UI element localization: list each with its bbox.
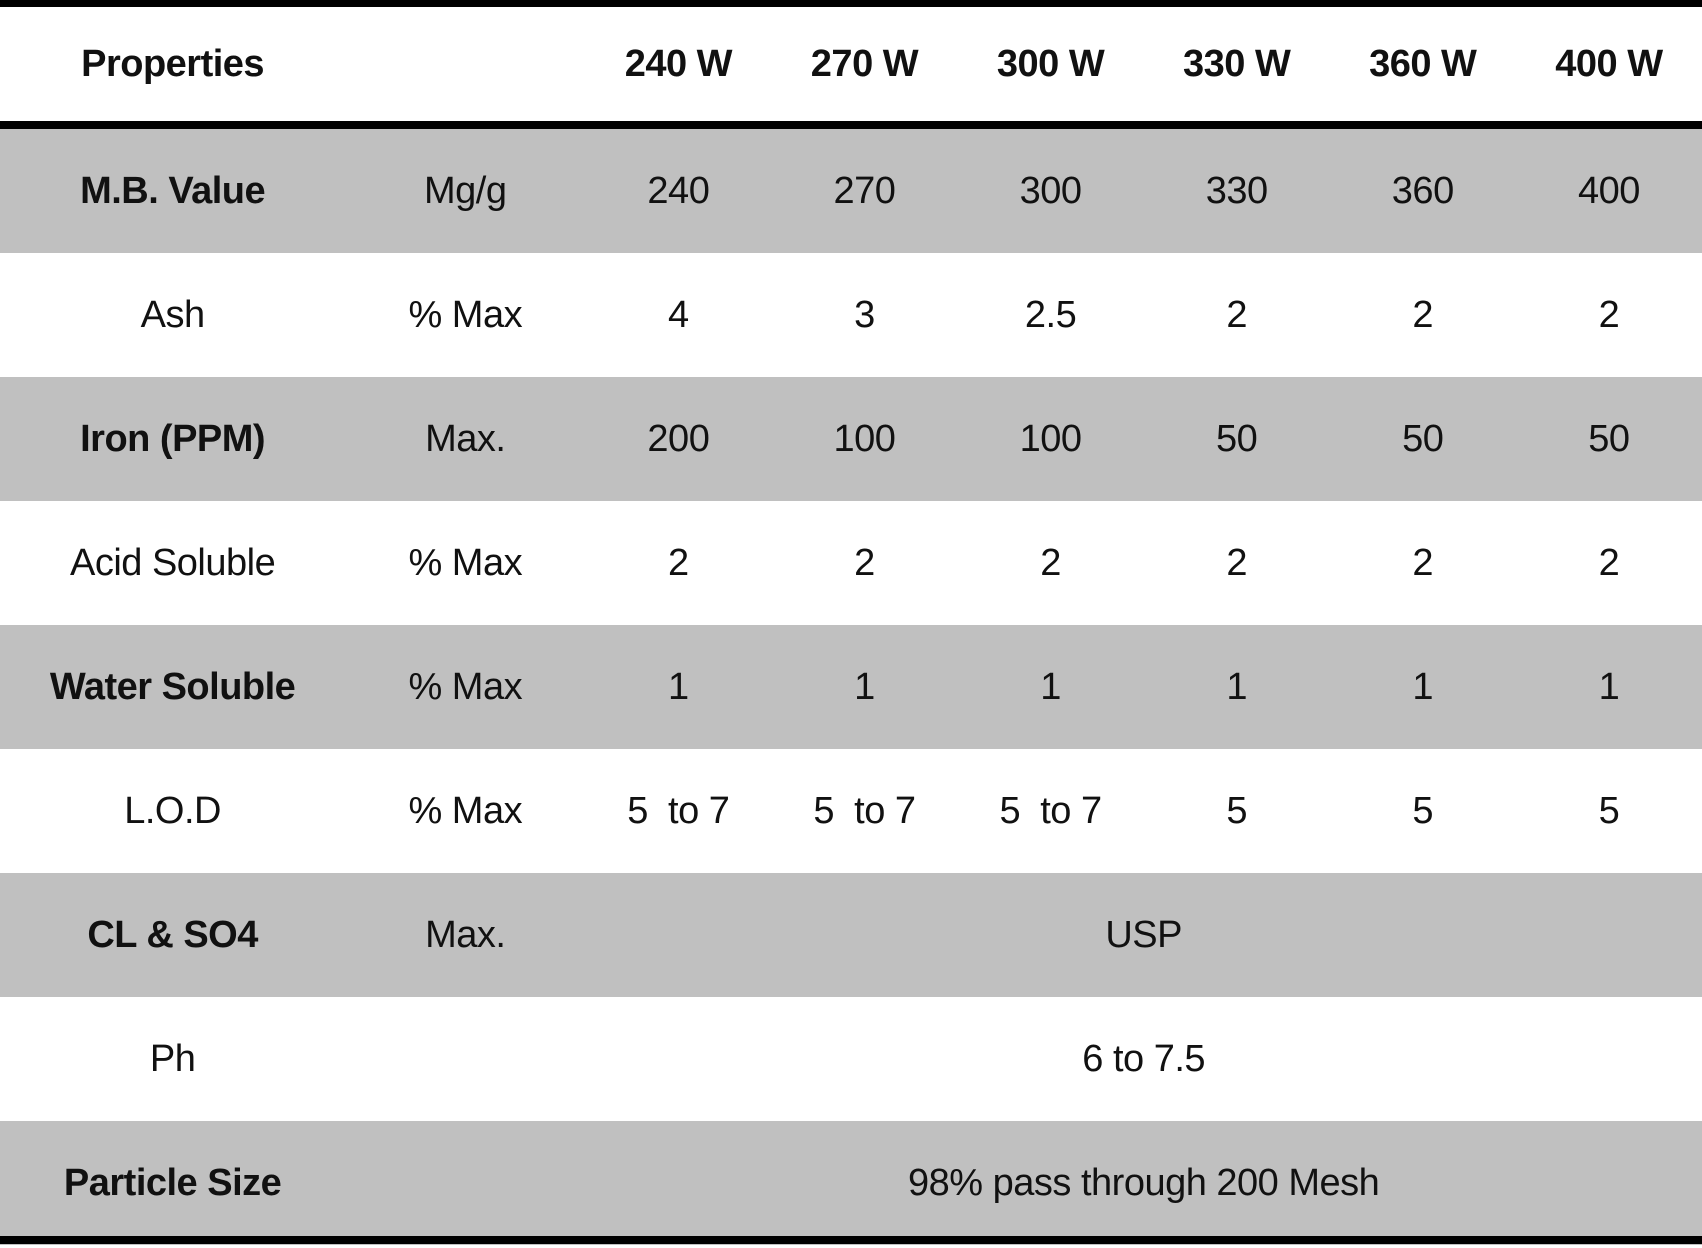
row-value: 1: [1143, 625, 1330, 749]
header-grade: 300 W: [957, 7, 1144, 121]
row-value: 2.5: [957, 253, 1144, 377]
row-property: Ph: [0, 997, 346, 1121]
row-value: 270: [771, 129, 958, 253]
header-grade: 240 W: [585, 7, 772, 121]
row-value: 2: [1515, 253, 1702, 377]
row-value: 4: [585, 253, 772, 377]
row-value: 1: [585, 625, 772, 749]
row-unit: Max.: [345, 377, 586, 501]
row-value: 330: [1143, 129, 1330, 253]
row-value: 5 to 7: [585, 749, 772, 873]
row-merged-value: 98% pass through 200 Mesh: [585, 1121, 1702, 1245]
row-property: Iron (PPM): [0, 377, 346, 501]
table-row: Ash % Max 4 3 2.5 2 2 2: [0, 253, 1702, 377]
row-unit: % Max: [345, 253, 586, 377]
row-property: L.O.D: [0, 749, 346, 873]
header-grade: 330 W: [1143, 7, 1330, 121]
row-value: 50: [1143, 377, 1330, 501]
row-unit: [345, 997, 586, 1121]
table-row: Acid Soluble % Max 2 2 2 2 2 2: [0, 501, 1702, 625]
row-value: 100: [957, 377, 1144, 501]
row-value: 2: [1515, 501, 1702, 625]
row-value: 1: [957, 625, 1144, 749]
row-value: 1: [1329, 625, 1516, 749]
row-value: 50: [1515, 377, 1702, 501]
header-row: Properties 240 W 270 W 300 W 330 W 360 W…: [0, 7, 1702, 121]
row-value: 3: [771, 253, 958, 377]
row-merged-value: USP: [585, 873, 1702, 997]
header-grade: 360 W: [1329, 7, 1516, 121]
row-value: 300: [957, 129, 1144, 253]
row-property: Water Soluble: [0, 625, 346, 749]
header-grade: 270 W: [771, 7, 958, 121]
specification-table: Properties 240 W 270 W 300 W 330 W 360 W…: [0, 7, 1702, 1245]
row-unit: [345, 1121, 586, 1245]
row-value: 2: [585, 501, 772, 625]
row-value: 360: [1329, 129, 1516, 253]
row-value: 2: [1143, 501, 1330, 625]
bottom-rule: [0, 1236, 1702, 1244]
row-unit: % Max: [345, 501, 586, 625]
header-grade: 400 W: [1515, 7, 1702, 121]
row-merged-value: 6 to 7.5: [585, 997, 1702, 1121]
row-property: CL & SO4: [0, 873, 346, 997]
row-value: 5 to 7: [771, 749, 958, 873]
table-row: Ph 6 to 7.5: [0, 997, 1702, 1121]
row-value: 2: [771, 501, 958, 625]
row-value: 1: [771, 625, 958, 749]
row-value: 2: [1329, 253, 1516, 377]
table-row: Particle Size 98% pass through 200 Mesh: [0, 1121, 1702, 1245]
table-row: L.O.D % Max 5 to 7 5 to 7 5 to 7 5 5 5: [0, 749, 1702, 873]
row-property: Acid Soluble: [0, 501, 346, 625]
row-unit: Mg/g: [345, 129, 586, 253]
row-value: 50: [1329, 377, 1516, 501]
table-row: Iron (PPM) Max. 200 100 100 50 50 50: [0, 377, 1702, 501]
header-rule: [0, 121, 1702, 129]
row-unit: % Max: [345, 625, 586, 749]
row-value: 5: [1515, 749, 1702, 873]
row-value: 2: [1143, 253, 1330, 377]
row-property: Ash: [0, 253, 346, 377]
table-row: M.B. Value Mg/g 240 270 300 330 360 400: [0, 129, 1702, 253]
header-properties: Properties: [0, 7, 346, 121]
top-rule: [0, 0, 1702, 7]
row-value: 100: [771, 377, 958, 501]
row-value: 1: [1515, 625, 1702, 749]
row-value: 400: [1515, 129, 1702, 253]
row-value: 5 to 7: [957, 749, 1144, 873]
row-value: 200: [585, 377, 772, 501]
row-unit: Max.: [345, 873, 586, 997]
table-row: Water Soluble % Max 1 1 1 1 1 1: [0, 625, 1702, 749]
row-value: 240: [585, 129, 772, 253]
header-unit: [345, 7, 586, 121]
row-value: 2: [1329, 501, 1516, 625]
row-value: 5: [1329, 749, 1516, 873]
row-value: 2: [957, 501, 1144, 625]
row-unit: % Max: [345, 749, 586, 873]
row-property: M.B. Value: [0, 129, 346, 253]
row-value: 5: [1143, 749, 1330, 873]
row-property: Particle Size: [0, 1121, 346, 1245]
table-row: CL & SO4 Max. USP: [0, 873, 1702, 997]
